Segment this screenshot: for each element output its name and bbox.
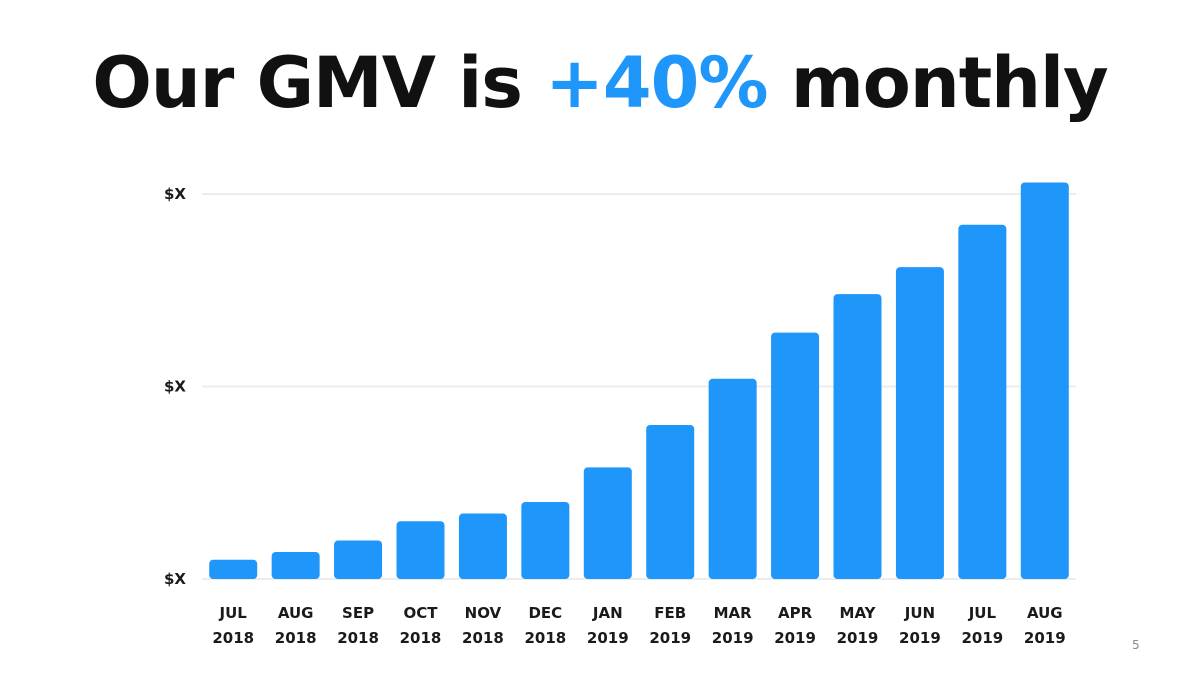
bar	[458, 513, 507, 579]
bar	[771, 332, 820, 579]
y-tick-label: $X	[164, 185, 186, 203]
x-tick-year: 2018	[462, 629, 504, 647]
x-tick-month: AUG	[1027, 604, 1063, 622]
y-axis-ticks: $X $X $X	[164, 185, 186, 588]
x-tick-month: DEC	[528, 604, 562, 622]
bar	[583, 467, 632, 579]
slide-title: Our GMV is +40% monthly	[0, 48, 1200, 118]
x-tick-year: 2018	[400, 629, 442, 647]
x-tick-label: AUG 2019	[1024, 604, 1066, 647]
x-tick-month: JUL	[968, 604, 997, 622]
title-suffix: monthly	[767, 42, 1109, 124]
x-tick-year: 2019	[649, 629, 691, 647]
page-number: 5	[1132, 638, 1140, 652]
x-tick-month: NOV	[465, 604, 502, 622]
x-tick-label: OCT 2018	[400, 604, 442, 647]
title-accent: +40%	[545, 42, 768, 124]
x-tick-month: JUN	[904, 604, 935, 622]
x-tick-label: JAN 2019	[587, 604, 629, 647]
x-tick-year: 2018	[337, 629, 379, 647]
x-tick-month: JUL	[219, 604, 248, 622]
x-tick-label: MAY 2019	[837, 604, 879, 647]
x-tick-year: 2018	[275, 629, 317, 647]
x-tick-label: AUG 2018	[275, 604, 317, 647]
x-tick-year: 2019	[899, 629, 941, 647]
x-tick-year: 2019	[587, 629, 629, 647]
x-tick-label: JUN 2019	[899, 604, 941, 647]
x-tick-label: MAR 2019	[712, 604, 754, 647]
x-tick-year: 2018	[524, 629, 566, 647]
bar	[895, 267, 944, 579]
x-tick-month: SEP	[342, 604, 374, 622]
x-tick-month: AUG	[278, 604, 314, 622]
x-tick-month: APR	[778, 604, 813, 622]
x-tick-year: 2019	[774, 629, 816, 647]
x-tick-month: FEB	[654, 604, 686, 622]
bar	[334, 540, 383, 579]
x-tick-year: 2019	[837, 629, 879, 647]
bar	[209, 559, 258, 579]
x-tick-label: JUL 2019	[961, 604, 1003, 647]
y-tick-label: $X	[164, 570, 186, 588]
x-tick-month: OCT	[404, 604, 439, 622]
x-tick-month: MAY	[840, 604, 877, 622]
title-prefix: Our GMV is	[92, 42, 546, 124]
bar	[271, 552, 320, 579]
x-tick-year: 2019	[712, 629, 754, 647]
bar	[1020, 182, 1069, 579]
bar	[646, 425, 695, 579]
x-tick-label: DEC 2018	[524, 604, 566, 647]
x-tick-year: 2018	[212, 629, 254, 647]
y-tick-label: $X	[164, 378, 186, 396]
bar	[521, 502, 570, 579]
x-tick-month: JAN	[592, 604, 623, 622]
gridlines	[202, 193, 1076, 580]
bar	[708, 378, 757, 579]
x-axis-ticks: JUL 2018 AUG 2018 SEP 2018 OCT 2018 NOV 2018 DEC 20…	[212, 604, 1065, 647]
x-tick-year: 2019	[1024, 629, 1066, 647]
bar	[396, 521, 445, 579]
bars	[209, 182, 1069, 580]
x-tick-label: NOV 2018	[462, 604, 504, 647]
x-tick-year: 2019	[961, 629, 1003, 647]
bar	[958, 224, 1007, 580]
x-tick-label: APR 2019	[774, 604, 816, 647]
x-tick-label: FEB 2019	[649, 604, 691, 647]
bar	[833, 294, 882, 579]
x-tick-label: JUL 2018	[212, 604, 254, 647]
x-tick-label: SEP 2018	[337, 604, 379, 647]
x-tick-month: MAR	[714, 604, 753, 622]
